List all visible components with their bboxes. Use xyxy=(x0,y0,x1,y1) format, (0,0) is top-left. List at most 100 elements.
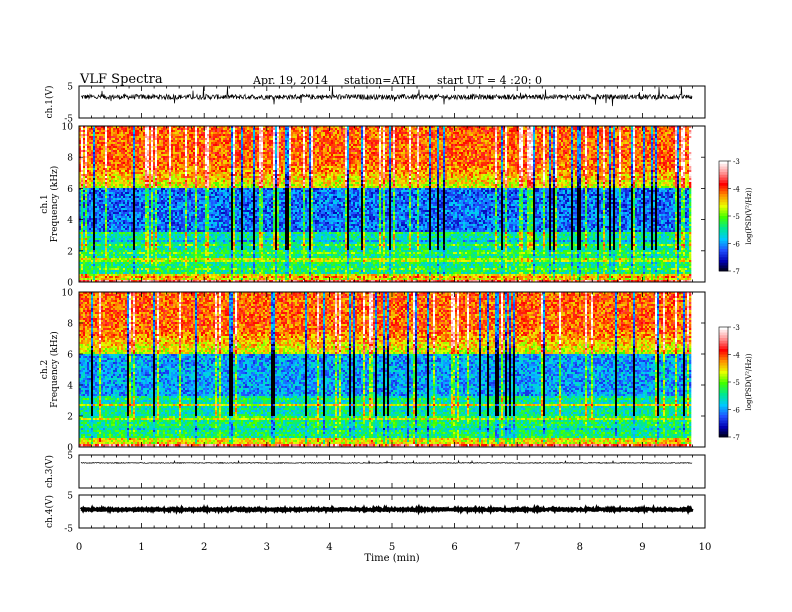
ch1-spectrogram-cell xyxy=(99,276,101,278)
ch1-spectrogram-cell xyxy=(141,238,143,240)
ch1-spectrogram-cell xyxy=(113,260,115,262)
ch1-spectrogram-cell xyxy=(105,236,107,238)
ch1-spectrogram-cell xyxy=(141,232,143,234)
ch1-spectrogram-cell xyxy=(113,268,115,270)
ch1-spectrogram-cell xyxy=(129,134,131,136)
ch1-spectrogram-cell xyxy=(137,274,139,276)
ch1-spectrogram-cell xyxy=(139,182,141,184)
ch1-spectrogram-cell xyxy=(137,162,139,164)
ch1-spectrogram-cell xyxy=(121,160,123,162)
ch1-spectrogram-cell xyxy=(149,248,151,250)
ch1-spectrogram-cell xyxy=(141,254,143,256)
ch1-spectrogram-cell xyxy=(137,264,139,266)
ch1-spectrogram-cell xyxy=(113,262,115,264)
ch1-spectrogram-cell xyxy=(93,180,95,182)
ch1-spectrogram-cell xyxy=(89,256,91,258)
ch1-spectrogram-cell xyxy=(87,226,89,228)
ch1-spectrogram-cell xyxy=(117,190,119,192)
ch1-spectrogram-cell xyxy=(101,230,103,232)
ch1-spectrogram-cell xyxy=(83,130,85,132)
ch1-spectrogram-cell xyxy=(111,168,113,170)
ch1-spectrogram-cell xyxy=(105,164,107,166)
ch1-spectrogram-cell xyxy=(105,224,107,226)
ch1-spectrogram-cell xyxy=(149,156,151,158)
ch1-spectrogram-cell xyxy=(89,264,91,266)
ch1-spectrogram-cell xyxy=(111,212,113,214)
ch1-spectrogram-cell xyxy=(91,262,93,264)
ch1-spectrogram-cell xyxy=(147,190,149,192)
ch1-spectrogram-cell xyxy=(83,198,85,200)
ch1-spectrogram-cell xyxy=(83,266,85,268)
ch1-spectrogram-cell xyxy=(149,260,151,262)
ch1-spectrogram-cell xyxy=(91,210,93,212)
ch1-spectrogram-cell xyxy=(151,270,153,272)
ch1-spectrogram-cell xyxy=(81,270,83,272)
ch1-spectrogram-cell xyxy=(93,260,95,262)
ch1-spectrogram-cell xyxy=(115,182,117,184)
ch1-spectrogram-cell xyxy=(139,246,141,248)
ch1-spectrogram-cell xyxy=(145,170,147,172)
ch1-spectrogram-cell xyxy=(135,198,137,200)
ch1-spectrogram-cell xyxy=(151,260,153,262)
ch1-spectrogram-cell xyxy=(141,228,143,230)
ch1-spectrogram-cell xyxy=(99,200,101,202)
ch1-spectrogram-cell xyxy=(113,184,115,186)
ch1-spectrogram-cell xyxy=(99,176,101,178)
ch1-spectrogram-cell xyxy=(137,216,139,218)
ch1-spectrogram-cell xyxy=(107,204,109,206)
ch1-spectrogram-cell xyxy=(135,256,137,258)
ch1-spectrogram-cell xyxy=(131,226,133,228)
ch1-spectrogram-cell xyxy=(145,270,147,272)
ch1-spectrogram-cell xyxy=(133,272,135,274)
ch1-spectrogram-cell xyxy=(115,142,117,144)
ch1-spectrogram-cell xyxy=(151,148,153,150)
ch1-spectrogram-cell xyxy=(107,152,109,154)
ch1-spectrogram-cell xyxy=(135,214,137,216)
ch1-spectrogram-cell xyxy=(141,164,143,166)
ch1-spectrogram-cell xyxy=(135,206,137,208)
ch1-spectrogram-cell xyxy=(141,188,143,190)
ch1-spectrogram-cell xyxy=(119,238,121,240)
ch1-spectrogram-cell xyxy=(113,176,115,178)
ch1-spectrogram-cell xyxy=(133,150,135,152)
ch1-spectrogram-cell xyxy=(85,172,87,174)
ch1-spectrogram-cell xyxy=(101,260,103,262)
ch1-spectrogram-cell xyxy=(93,198,95,200)
ch1-spectrogram-cell xyxy=(85,130,87,132)
ch1-spectrogram-cell xyxy=(101,202,103,204)
ch1-spectrogram-cell xyxy=(89,218,91,220)
ch1-spectrogram-cell xyxy=(101,170,103,172)
ch1-spectrogram-cell xyxy=(105,212,107,214)
ch1-spectrogram-cell xyxy=(137,152,139,154)
ch1-spectrogram-cell xyxy=(123,194,125,196)
ch1-spectrogram-cell xyxy=(103,162,105,164)
ch1-spectrogram-cell xyxy=(115,196,117,198)
ch1-spectrogram-cell xyxy=(113,196,115,198)
ch1-spectrogram-cell xyxy=(85,196,87,198)
ch1-spectrogram-cell xyxy=(105,162,107,164)
ch1-spectrogram-cell xyxy=(85,246,87,248)
ch1-spectrogram-cell xyxy=(149,242,151,244)
ch1-spectrogram-cell xyxy=(137,172,139,174)
ch1-spectrogram-cell xyxy=(131,144,133,146)
ch1-spectrogram-cell xyxy=(109,132,111,134)
ch1-spectrogram-cell xyxy=(141,184,143,186)
ch1-spectrogram-cell xyxy=(125,128,127,130)
ch1-spectrogram-cell xyxy=(137,184,139,186)
ch1-spectrogram-cell xyxy=(117,226,119,228)
ch1-spectrogram-cell xyxy=(103,212,105,214)
ch1-spectrogram-cell xyxy=(103,214,105,216)
ch1-spectrogram-cell xyxy=(123,190,125,192)
ch1-spectrogram-cell xyxy=(125,138,127,140)
ch1-spectrogram-cell xyxy=(91,184,93,186)
ch1-spectrogram-cell xyxy=(145,266,147,268)
ch1-spectrogram-cell xyxy=(129,188,131,190)
ch1-spectrogram-cell xyxy=(139,200,141,202)
ch1-spectrogram-cell xyxy=(113,192,115,194)
ch1-spectrogram-cell xyxy=(125,244,127,246)
ch1-spectrogram-cell xyxy=(97,212,99,214)
ch1-spectrogram-cell xyxy=(91,230,93,232)
ch1-spectrogram-cell xyxy=(143,148,145,150)
ch1-spectrogram-cell xyxy=(135,144,137,146)
ch1-spectrogram-cell xyxy=(117,246,119,248)
